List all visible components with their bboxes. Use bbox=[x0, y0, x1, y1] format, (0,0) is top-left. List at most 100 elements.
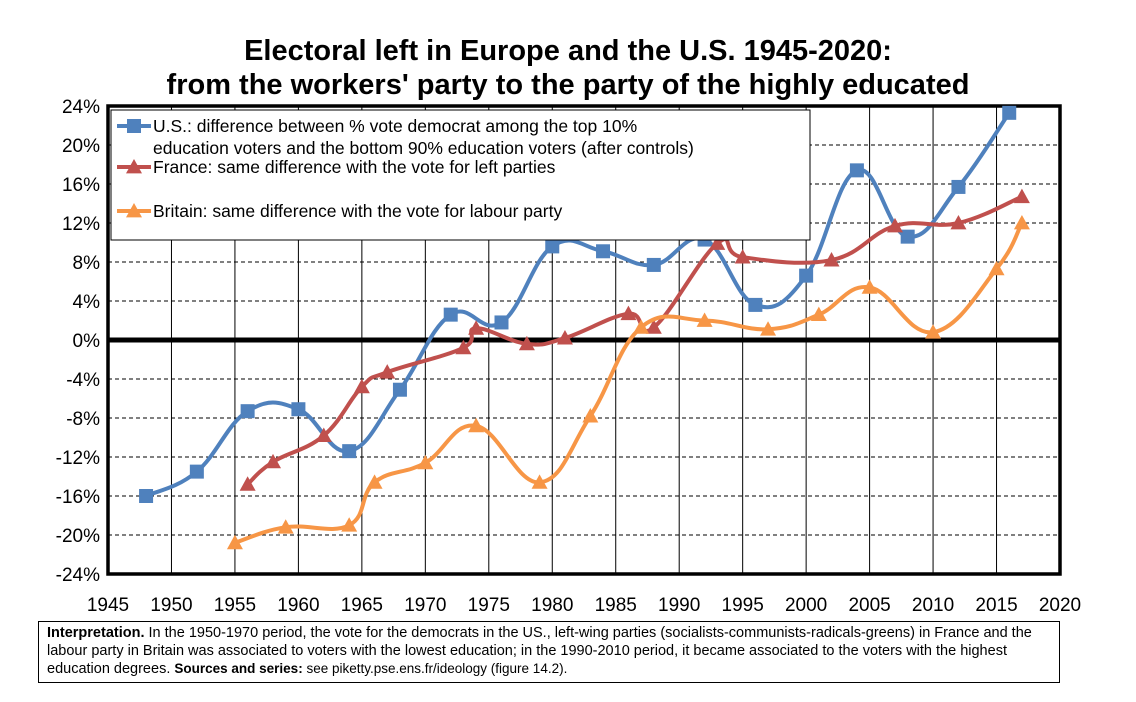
x-tick-label: 1960 bbox=[277, 595, 319, 616]
data-point bbox=[646, 257, 661, 272]
chart-title: Electoral left in Europe and the U.S. 19… bbox=[0, 34, 1136, 102]
data-point bbox=[799, 268, 814, 283]
series-britain bbox=[226, 215, 1030, 550]
data-point bbox=[988, 260, 1005, 276]
y-tick-label: 20% bbox=[62, 136, 100, 157]
y-tick-label: -8% bbox=[66, 409, 100, 430]
legend: U.S.: difference between % vote democrat… bbox=[110, 109, 811, 241]
legend-label: France: same difference with the vote fo… bbox=[153, 157, 556, 177]
legend-box bbox=[110, 109, 811, 241]
data-point bbox=[379, 364, 396, 379]
data-point bbox=[139, 489, 154, 503]
data-point bbox=[1013, 215, 1030, 230]
data-point bbox=[366, 474, 383, 489]
interpretation-text: In the 1950-1970 period, the vote for th… bbox=[47, 625, 1032, 677]
data-point bbox=[315, 427, 332, 442]
data-point bbox=[951, 179, 966, 194]
y-tick-label: -16% bbox=[56, 487, 100, 508]
series-france bbox=[239, 188, 1030, 491]
data-point bbox=[239, 476, 256, 491]
y-tick-label: 24% bbox=[62, 97, 100, 118]
data-point bbox=[468, 320, 485, 335]
data-point bbox=[455, 339, 472, 355]
x-tick-label: 1975 bbox=[468, 595, 510, 616]
data-point bbox=[494, 315, 509, 330]
x-tick-label: 1995 bbox=[722, 595, 764, 616]
plot-frame bbox=[106, 104, 1062, 576]
data-point bbox=[734, 249, 751, 264]
legend-marker bbox=[126, 159, 142, 174]
data-point bbox=[760, 321, 777, 336]
x-tick-label: 2005 bbox=[848, 595, 890, 616]
data-point bbox=[226, 534, 243, 550]
x-tick-label: 1980 bbox=[531, 595, 573, 616]
legend-label: education voters and the bottom 90% educ… bbox=[153, 138, 694, 158]
x-tick-label: 1990 bbox=[658, 595, 700, 616]
data-point bbox=[633, 319, 650, 334]
x-tick-label: 2000 bbox=[785, 595, 827, 616]
legend-marker bbox=[127, 119, 141, 133]
data-point bbox=[189, 464, 204, 479]
data-point bbox=[556, 330, 573, 345]
data-point bbox=[645, 319, 662, 334]
data-point bbox=[443, 307, 458, 322]
x-tick-label: 1985 bbox=[595, 595, 637, 616]
series-u-s- bbox=[139, 105, 1017, 503]
y-tick-label: -20% bbox=[56, 526, 100, 547]
x-tick-label: 1970 bbox=[404, 595, 446, 616]
y-tick-label: -24% bbox=[56, 565, 100, 586]
data-point bbox=[277, 519, 294, 534]
y-tick-label: 12% bbox=[62, 214, 100, 235]
data-point bbox=[709, 235, 726, 250]
y-tick-label: 0% bbox=[73, 331, 101, 352]
data-point bbox=[531, 474, 548, 489]
data-point bbox=[582, 408, 599, 423]
data-point bbox=[341, 517, 358, 532]
data-point bbox=[925, 324, 942, 339]
data-point bbox=[417, 454, 434, 470]
x-tick-label: 2015 bbox=[975, 595, 1017, 616]
y-tick-label: -12% bbox=[56, 448, 100, 469]
x-tick-label: 1945 bbox=[87, 595, 129, 616]
data-point bbox=[1002, 105, 1017, 120]
series-line bbox=[234, 222, 1024, 545]
legend-marker bbox=[126, 203, 142, 218]
data-point bbox=[748, 297, 763, 312]
interpretation-label: Interpretation. bbox=[47, 625, 145, 641]
line-chart: 24% 20% 16% 12% 8% 4% 0% -4% -8% -12% -16% -20% -24%… bbox=[56, 97, 1082, 616]
interpretation-note: Interpretation. In the 1950-1970 period,… bbox=[38, 621, 1060, 683]
data-point bbox=[886, 217, 903, 233]
data-point bbox=[696, 312, 713, 327]
data-point bbox=[900, 229, 915, 244]
x-tick-label: 2020 bbox=[1039, 595, 1081, 616]
sources-label: Sources and series: bbox=[174, 661, 303, 676]
y-tick-label: 8% bbox=[73, 253, 101, 274]
data-point bbox=[849, 163, 864, 178]
data-point bbox=[291, 402, 306, 417]
data-point bbox=[392, 382, 407, 397]
data-point bbox=[861, 279, 878, 294]
data-point bbox=[353, 378, 370, 394]
data-point bbox=[240, 404, 255, 419]
sources-text: see piketty.pse.ens.fr/ideology (figure … bbox=[302, 661, 568, 676]
chart-title-line-2: from the workers' party to the party of … bbox=[166, 69, 970, 101]
data-point bbox=[620, 305, 637, 321]
x-tick-label: 2010 bbox=[912, 595, 954, 616]
x-tick-label: 1950 bbox=[150, 595, 192, 616]
data-point bbox=[950, 215, 967, 230]
y-tick-label: 16% bbox=[62, 175, 100, 196]
x-tick-label: 1955 bbox=[214, 595, 256, 616]
data-point bbox=[518, 335, 535, 351]
data-point bbox=[1013, 188, 1030, 204]
x-tick-label: 1965 bbox=[341, 595, 383, 616]
data-point bbox=[468, 417, 485, 433]
data-point bbox=[265, 453, 282, 469]
data-point bbox=[823, 252, 840, 267]
legend-label: U.S.: difference between % vote democrat… bbox=[153, 116, 637, 136]
y-tick-label: 4% bbox=[73, 292, 101, 313]
data-point bbox=[596, 244, 611, 259]
legend-label: Britain: same difference with the vote f… bbox=[153, 201, 562, 221]
chart-title-line-1: Electoral left in Europe and the U.S. 19… bbox=[244, 35, 892, 67]
data-point bbox=[810, 306, 827, 322]
y-tick-label: -4% bbox=[66, 370, 100, 391]
